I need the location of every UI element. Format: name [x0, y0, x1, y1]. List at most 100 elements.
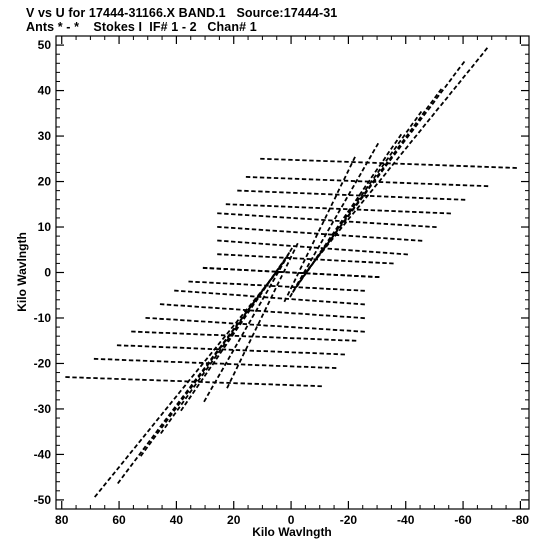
uv-point: [177, 401, 182, 407]
uv-point: [116, 465, 121, 471]
uv-point: [244, 189, 249, 192]
uv-point: [363, 194, 368, 197]
uv-point: [237, 227, 243, 230]
uv-point: [456, 66, 461, 72]
uv-point: [397, 145, 402, 151]
uv-point: [307, 218, 312, 221]
uv-point: [164, 423, 169, 429]
uv-point: [457, 80, 462, 85]
uv-point: [243, 283, 249, 286]
uv-point: [470, 63, 475, 69]
uv-point: [338, 339, 343, 342]
uv-point: [463, 165, 468, 168]
uv-point: [184, 389, 189, 395]
uv-point: [335, 225, 340, 231]
uv-point: [330, 220, 335, 226]
uv-point: [319, 287, 324, 290]
uv-point: [284, 325, 289, 328]
uv-point: [382, 156, 387, 162]
uv-point: [372, 161, 377, 164]
uv-point: [376, 168, 382, 174]
uv-point: [398, 133, 403, 139]
axis-ticks: 80 60 40 20 0 -20 -40 -60 -80 50 40 30 20 10 0 -10 -20 -3…: [34, 36, 529, 527]
uv-point: [380, 167, 385, 173]
uv-point: [186, 347, 192, 350]
uv-point: [315, 253, 320, 259]
uv-point: [300, 192, 305, 195]
uv-point: [362, 250, 367, 253]
uv-point: [367, 275, 373, 278]
uv-point: [397, 238, 402, 241]
uv-point: [303, 365, 309, 368]
uv-point: [405, 128, 410, 133]
uv-point: [272, 191, 277, 194]
uv-point: [259, 176, 265, 179]
uv-point: [324, 214, 328, 219]
uv-point: [320, 238, 324, 244]
uv-point: [170, 360, 176, 363]
uv-point: [268, 383, 273, 386]
uv-point: [138, 438, 143, 444]
uv-point: [265, 229, 271, 232]
uv-point: [376, 195, 382, 198]
uv-point: [381, 162, 386, 168]
uv-point: [330, 201, 334, 207]
uv-point: [305, 252, 309, 258]
uv-point: [251, 242, 257, 245]
uv-point: [239, 320, 244, 326]
uv-point: [177, 361, 183, 364]
uv-point: [353, 316, 359, 319]
uv-point: [341, 234, 347, 237]
uv-point: [439, 197, 445, 200]
uv-point: [299, 271, 304, 274]
uv-point: [279, 230, 284, 233]
uv-point: [413, 134, 418, 139]
uv-point: [342, 193, 347, 196]
uv-point: [200, 320, 206, 323]
uv-point: [258, 292, 263, 297]
uv-point: [293, 231, 298, 234]
uv-point: [214, 321, 220, 324]
uv-point: [121, 359, 127, 361]
uv-point: [400, 162, 405, 165]
uv-point: [257, 284, 262, 287]
uv-point: [277, 325, 282, 328]
uv-point: [263, 324, 268, 327]
uv-point: [86, 376, 91, 379]
uv-point: [287, 177, 293, 180]
uv-point: [251, 255, 257, 258]
uv-point: [358, 161, 363, 164]
uv-point: [173, 304, 179, 307]
uv-point: [177, 380, 182, 383]
uv-point: [261, 383, 266, 386]
uv-point: [285, 253, 290, 259]
uv-point: [257, 269, 263, 272]
uv-point: [129, 462, 134, 468]
uv-point: [362, 235, 367, 238]
x-tick-label: -60: [454, 513, 472, 527]
uv-point: [277, 297, 283, 300]
uv-point: [201, 306, 206, 309]
uv-point: [383, 237, 388, 240]
uv-point: [159, 317, 164, 320]
uv-point: [142, 359, 148, 362]
uv-point: [172, 332, 178, 335]
uv-point: [117, 479, 122, 485]
uv-point: [269, 336, 274, 339]
uv-point: [339, 315, 345, 318]
uv-point: [407, 163, 412, 166]
uv-point: [368, 154, 373, 160]
uv-point: [314, 232, 319, 235]
uv-point: [121, 473, 126, 479]
chart-subtitle: Ants * - * Stokes I IF# 1 - 2 Chan# 1: [26, 20, 257, 34]
uv-point: [312, 272, 318, 275]
uv-point: [230, 240, 236, 243]
uv-point: [302, 159, 307, 162]
uv-point: [248, 302, 253, 308]
uv-point: [168, 417, 173, 423]
uv-point: [276, 336, 281, 339]
uv-point: [315, 178, 321, 181]
uv-point: [403, 238, 409, 241]
uv-point: [475, 58, 480, 63]
uv-point: [378, 181, 384, 184]
